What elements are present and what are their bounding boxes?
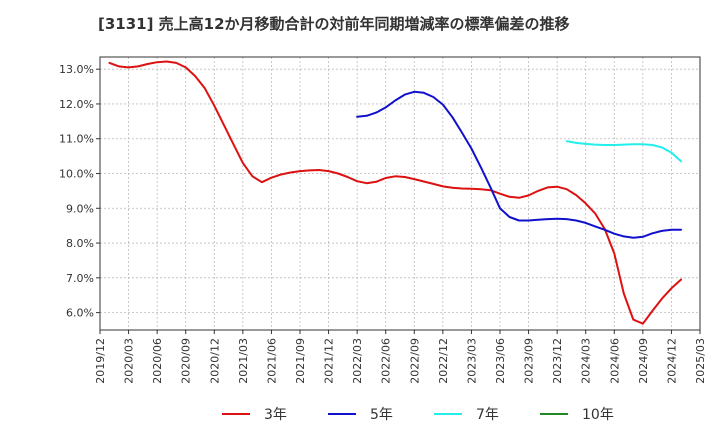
y-tick-label: 6.0% [66,307,94,320]
x-tick-label: 2021/03 [237,338,250,384]
y-tick-label: 13.0% [59,63,94,76]
x-tick-label: 2020/09 [180,338,193,384]
y-tick-label: 10.0% [59,168,94,181]
series-layer [108,60,682,325]
series-line-1 [356,90,682,239]
y-tick-label: 7.0% [66,272,94,285]
legend-layer: 3年 5年 7年 10年 [222,407,614,423]
x-tick-label: 2019/12 [94,338,107,384]
series-line-0 [108,60,682,325]
x-tick-label: 2024/09 [637,338,650,384]
x-tick-label: 2023/09 [523,338,536,384]
x-tick-label: 2022/03 [351,338,364,384]
y-tick-label: 9.0% [66,202,94,215]
legend-label-2: 7年 [476,407,499,423]
x-tick-label: 2024/03 [580,338,593,384]
series-line-2 [565,140,682,163]
x-tick-label: 2022/09 [408,338,421,384]
x-tick-label: 2023/03 [465,338,478,384]
x-tick-label: 2021/06 [265,338,278,384]
x-tick-label: 2023/12 [551,338,564,384]
x-tick-label: 2022/12 [437,338,450,384]
x-tick-label: 2020/03 [123,338,136,384]
y-tick-label: 8.0% [66,237,94,250]
x-tick-label: 2021/09 [294,338,307,384]
legend-label-0: 3年 [264,407,287,423]
chart-title: [3131] 売上高12か月移動合計の対前年同期増減率の標準偏差の推移 [98,15,570,33]
y-tick-label: 11.0% [59,133,94,146]
x-tick-label: 2024/06 [608,338,621,384]
plot-frame [99,56,701,331]
x-tick-label: 2025/03 [694,338,707,384]
x-tick-label: 2020/12 [208,338,221,384]
x-tick-label: 2022/06 [380,338,393,384]
x-tick-label: 2023/06 [494,338,507,384]
y-tick-label: 12.0% [59,98,94,111]
axis-layer: 6.0% 7.0% 8.0% 9.0% 10.0% 11.0% 12.0% 13.0% 2019… [59,56,707,384]
grid-layer [100,57,700,330]
legend-label-1: 5年 [370,407,393,423]
x-tick-label: 2024/12 [665,338,678,384]
x-tick-label: 2020/06 [151,338,164,384]
x-tick-label: 2021/12 [323,338,336,384]
legend-label-3: 10年 [582,407,614,423]
